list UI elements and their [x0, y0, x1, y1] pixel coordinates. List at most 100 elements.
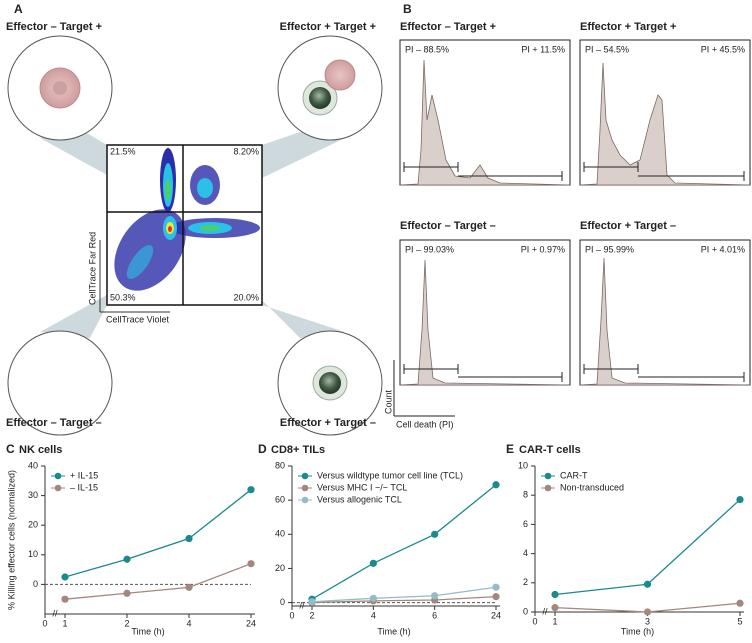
y-tick-label: 0: [523, 606, 528, 616]
panel-a-art: [7, 35, 383, 436]
histogram-title: Effector – Target +: [400, 21, 496, 33]
legend-swatch: [301, 496, 309, 504]
y-tick-label: 0: [33, 579, 38, 589]
data-point: [643, 608, 652, 616]
legend-swatch: [54, 472, 62, 480]
y-tick-label: 40: [275, 529, 285, 539]
data-point: [736, 599, 744, 607]
data-point: [61, 595, 69, 603]
x-tick-label: 1: [552, 616, 557, 626]
quadrant-percent: 21.5%: [110, 146, 136, 156]
data-point: [492, 583, 500, 591]
panel-label: A: [14, 2, 23, 16]
gate-label: PI – 99.03%: [405, 244, 454, 254]
legend-swatch: [54, 484, 62, 492]
gate-label: PI + 4.01%: [701, 244, 745, 254]
data-point: [308, 598, 316, 606]
x-tick-label: 0: [42, 618, 47, 628]
data-point: [551, 604, 559, 612]
series-line: [64, 489, 252, 578]
series-line: [311, 484, 497, 600]
histogram-title: Effector + Target –: [580, 220, 676, 232]
x-tick-label: 2: [124, 618, 129, 628]
legend-label: + IL-15: [70, 470, 98, 480]
data-point: [61, 573, 69, 581]
gate-label: PI – 88.5%: [405, 44, 449, 54]
data-point: [123, 555, 131, 563]
axis-label: CellTrace Violet: [106, 314, 170, 324]
data-point: [492, 481, 500, 489]
x-axis-label: Time (h): [131, 626, 164, 636]
legend-label: CAR-T: [560, 470, 588, 480]
histogram-title: Effector + Target +: [580, 21, 676, 33]
x-tick-label: 4: [371, 610, 376, 620]
gate-label: PI – 54.5%: [585, 44, 629, 54]
x-tick-label: 2: [309, 610, 314, 620]
y-tick-label: 4: [523, 548, 528, 558]
y-tick-label: 60: [275, 495, 285, 505]
x-tick-label: 24: [491, 610, 501, 620]
quadrant-percent: 50.3%: [110, 292, 136, 302]
quadrant-title: Effector + Target –: [280, 417, 376, 429]
gate-label: PI + 45.5%: [701, 44, 745, 54]
y-tick-label: 0: [280, 597, 285, 607]
x-tick-label: 6: [432, 610, 437, 620]
quadrant-title: Effector + Target +: [280, 21, 376, 33]
legend-swatch: [544, 484, 552, 492]
gate-label: PI – 95.99%: [585, 244, 634, 254]
y-tick-label: 2: [523, 577, 528, 587]
data-point: [185, 534, 193, 543]
legend-label: Non-transduced: [560, 482, 624, 492]
legend-label: Versus MHC I −/− TCL: [317, 482, 407, 492]
legend-swatch: [544, 472, 552, 480]
x-tick-label: 3: [645, 616, 650, 626]
quadrant-title: Effector – Target +: [6, 21, 102, 33]
legend-swatch: [301, 472, 309, 480]
data-point: [247, 486, 255, 494]
y-tick-label: 40: [28, 460, 38, 470]
axis-label: Count: [383, 389, 393, 414]
y-tick-label: 30: [28, 490, 38, 500]
x-tick-label: 1: [62, 618, 67, 628]
histogram-title: Effector – Target –: [400, 220, 496, 232]
axis-label: CellTrace Far Red: [87, 232, 97, 305]
legend-label: Versus wildtype tumor cell line (TCL): [317, 470, 463, 480]
y-tick-label: 8: [523, 490, 528, 500]
y-tick-label: 20: [275, 563, 285, 573]
data-point: [431, 592, 439, 600]
legend-label: – IL-15: [70, 482, 98, 492]
y-tick-label: 10: [518, 460, 528, 470]
data-point: [551, 590, 559, 599]
x-tick-label: 5: [737, 616, 742, 626]
chart-title: CAR-T cells: [519, 444, 581, 456]
data-point: [369, 559, 377, 567]
x-axis-label: Time (h): [621, 626, 654, 636]
axis-label: Cell death (PI): [396, 419, 454, 429]
panel-label: C: [6, 442, 15, 456]
data-point: [123, 589, 131, 597]
series-line: [554, 499, 741, 596]
x-tick-label: 24: [246, 618, 256, 628]
gate-label: PI + 0.97%: [521, 244, 565, 254]
chart-title: NK cells: [19, 444, 62, 456]
panel-b-art: [393, 39, 751, 417]
chart-title: CD8+ TILs: [271, 444, 325, 456]
panel-label: D: [258, 442, 267, 456]
x-tick-label: 0: [532, 616, 537, 626]
series-line: [311, 595, 497, 604]
gate-label: PI + 11.5%: [521, 44, 565, 54]
data-point: [492, 593, 500, 601]
x-axis-label: Time (h): [377, 626, 410, 636]
y-tick-label: 20: [28, 520, 38, 530]
quadrant-percent: 8.20%: [233, 146, 259, 156]
x-tick-label: 0: [289, 610, 294, 620]
series-line: [64, 563, 252, 600]
axis-break: //: [52, 608, 58, 618]
data-point: [185, 583, 193, 591]
panel-label: B: [403, 2, 412, 16]
data-point: [247, 560, 255, 568]
data-point: [736, 495, 744, 504]
quadrant-percent: 20.0%: [233, 292, 259, 302]
axis-break: //: [542, 606, 548, 616]
